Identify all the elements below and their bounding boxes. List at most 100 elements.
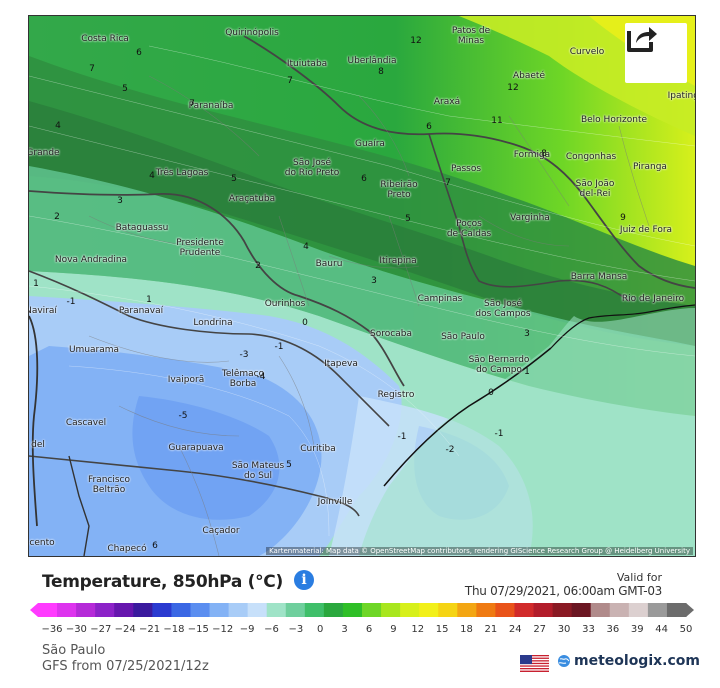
scale-swatch bbox=[342, 603, 363, 617]
isotherm-value: 2 bbox=[255, 261, 261, 271]
city-label: São José dos Campos bbox=[475, 299, 531, 319]
city-label: Cascavel bbox=[65, 418, 107, 428]
city-label: São Mateus do Sul bbox=[231, 461, 285, 481]
city-label: Caçador bbox=[202, 526, 240, 536]
scale-tick: −3 bbox=[288, 624, 304, 635]
isotherm-value: 3 bbox=[524, 329, 530, 339]
isotherm-value: -1 bbox=[494, 429, 504, 439]
scale-swatch bbox=[419, 603, 439, 617]
city-label: Campinas bbox=[417, 294, 463, 304]
isotherm-value: -5 bbox=[178, 411, 188, 421]
scale-tick: −12 bbox=[212, 624, 234, 635]
city-label: Bauru bbox=[315, 259, 343, 269]
share-button[interactable] bbox=[625, 23, 687, 83]
scale-swatch bbox=[266, 603, 287, 617]
isotherm-value: 6 bbox=[426, 122, 432, 132]
scale-swatch bbox=[514, 603, 535, 617]
scale-tick: −27 bbox=[90, 624, 112, 635]
isotherm-value: -1 bbox=[66, 297, 76, 307]
scale-swatch bbox=[152, 603, 172, 617]
scale-arrow-left bbox=[30, 603, 38, 617]
isotherm-value: -1 bbox=[274, 342, 284, 352]
scale-tick: 18 bbox=[460, 624, 473, 635]
isotherm-value: 7 bbox=[89, 64, 95, 74]
scale-tick: 9 bbox=[390, 624, 397, 635]
city-label: Telêmaco Borba bbox=[221, 369, 265, 389]
city-label: Barra Mansa bbox=[570, 272, 628, 282]
isotherm-value: 3 bbox=[117, 196, 123, 206]
city-label: Piranga bbox=[633, 162, 667, 172]
city-label: Naviraí bbox=[28, 306, 57, 316]
scale-swatch bbox=[95, 603, 115, 617]
isotherm-value: -3 bbox=[239, 350, 249, 360]
us-flag-icon[interactable] bbox=[520, 655, 549, 672]
city-label: Itirapina bbox=[379, 256, 417, 266]
city-label: Presidente Prudente bbox=[176, 238, 224, 258]
city-label: Ribeirão Preto bbox=[380, 180, 418, 200]
city-label: Curvelo bbox=[569, 47, 605, 57]
isotherm-value: 12 bbox=[507, 83, 519, 93]
scale-swatch bbox=[457, 603, 477, 617]
city-label: Londrina bbox=[193, 318, 233, 328]
legend-title: Temperature, 850hPa (°C) bbox=[42, 572, 283, 592]
region-name: São Paulo bbox=[42, 643, 106, 658]
scale-tick: −30 bbox=[65, 624, 87, 635]
isotherm-value: 7 bbox=[189, 99, 195, 109]
scale-tick: 44 bbox=[655, 624, 668, 635]
scale-tick: −18 bbox=[163, 624, 185, 635]
scale-tick: 33 bbox=[582, 624, 595, 635]
isotherm-value: 7 bbox=[445, 178, 451, 188]
scale-tick: 50 bbox=[679, 624, 693, 635]
city-label: Ipatinga bbox=[667, 91, 695, 101]
city-label: Quirinópolis bbox=[225, 28, 279, 38]
city-label: del bbox=[31, 440, 45, 450]
scale-swatch bbox=[476, 603, 496, 617]
scale-swatch bbox=[76, 603, 96, 617]
scale-tick: 21 bbox=[484, 624, 498, 635]
scale-tick: 27 bbox=[533, 624, 547, 635]
scale-tick: 3 bbox=[341, 624, 348, 635]
city-label: Poços de Caldas bbox=[446, 219, 492, 239]
scale-tick: 30 bbox=[557, 624, 571, 635]
city-label: Uberlândia bbox=[347, 56, 397, 66]
isotherm-value: 6 bbox=[136, 48, 142, 58]
isotherm-value: 8 bbox=[541, 149, 547, 159]
valid-time: Thu 07/29/2021, 06:00am GMT-03 bbox=[464, 584, 662, 598]
scale-swatch bbox=[400, 603, 420, 617]
city-label: Sorocaba bbox=[370, 329, 412, 339]
isotherm-value: 4 bbox=[149, 171, 155, 181]
isotherm-value: 7 bbox=[287, 76, 293, 86]
brand-logo[interactable]: meteologix.com bbox=[557, 653, 700, 669]
city-label: Passos bbox=[450, 164, 482, 174]
scale-swatch bbox=[285, 603, 306, 617]
scale-swatch bbox=[666, 603, 687, 617]
scale-swatch bbox=[228, 603, 249, 617]
city-label: Belo Horizonte bbox=[580, 115, 648, 125]
city-label: Guarapuava bbox=[168, 443, 224, 453]
city-label: Curitiba bbox=[300, 444, 336, 454]
weather-map[interactable]: Costa Rica Quirinópolis Patos de Minas Curve… bbox=[28, 15, 696, 557]
city-label: Costa Rica bbox=[81, 34, 129, 44]
scale-tick: −36 bbox=[41, 624, 63, 635]
map-attribution: Kartenmaterial: Map data © OpenStreetMap… bbox=[266, 547, 693, 555]
city-label: Rio de Janeiro bbox=[621, 294, 685, 304]
isotherm-value: -2 bbox=[445, 445, 455, 455]
scale-tick: −21 bbox=[138, 624, 161, 635]
isotherm-value: 3 bbox=[371, 276, 377, 286]
isotherm-value: 1 bbox=[524, 367, 530, 377]
scale-tick: −24 bbox=[114, 624, 136, 635]
scale-swatch bbox=[209, 603, 230, 617]
scale-swatch bbox=[609, 603, 630, 617]
isotherm-value: 5 bbox=[122, 84, 128, 94]
scale-tick: 39 bbox=[630, 624, 644, 635]
isotherm-value: -1 bbox=[397, 432, 407, 442]
scale-tick: 36 bbox=[606, 624, 620, 635]
isotherm-value: 5 bbox=[405, 214, 411, 224]
isotherm-value: 6 bbox=[152, 541, 158, 551]
isotherm-value: 1 bbox=[146, 295, 152, 305]
city-label: Três Lagoas bbox=[155, 168, 209, 178]
scale-swatch bbox=[571, 603, 592, 617]
info-icon[interactable]: i bbox=[294, 570, 314, 590]
city-label: Araxá bbox=[433, 97, 461, 107]
model-run: GFS from 07/25/2021/12z bbox=[42, 659, 209, 674]
